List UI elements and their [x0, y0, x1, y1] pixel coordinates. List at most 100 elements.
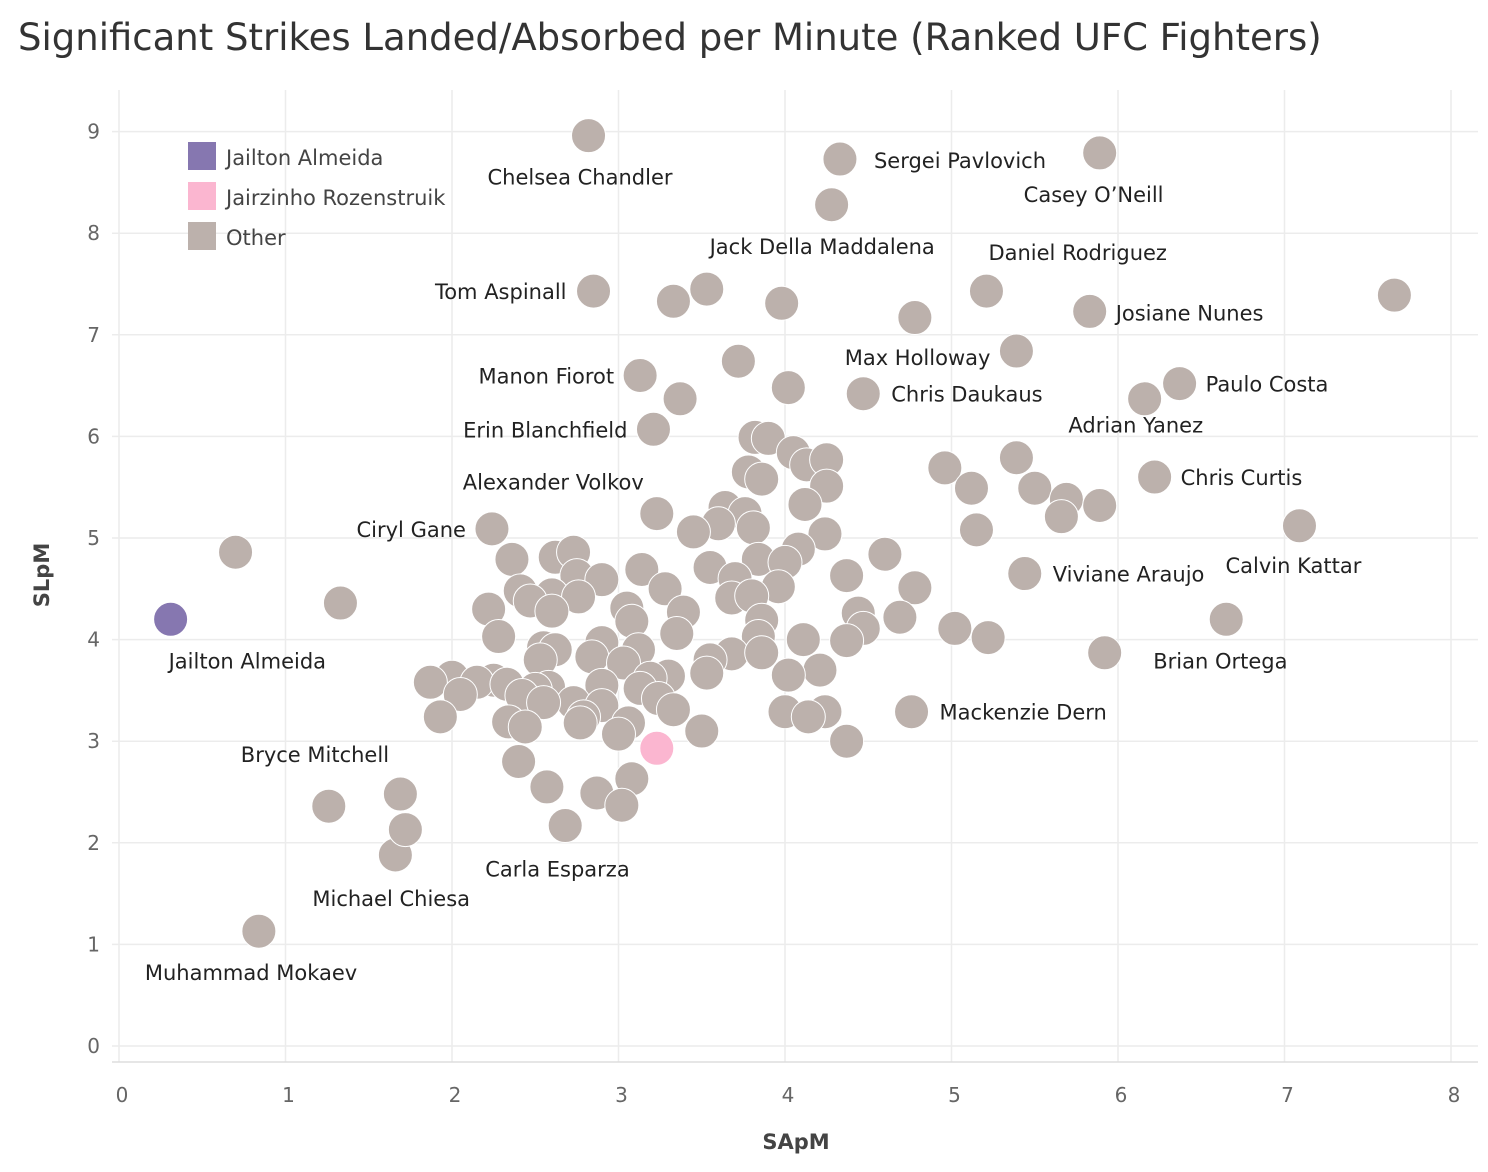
scatter-point-other [494, 541, 530, 577]
y-tick-label: 4 [87, 628, 100, 652]
scatter-point-other [387, 812, 423, 848]
x-tick-label: 7 [1281, 1083, 1294, 1107]
scatter-point-other [1072, 293, 1108, 329]
y-tick-label: 1 [87, 932, 100, 956]
legend-label: Jailton Almeida [224, 146, 383, 170]
scatter-point-other [662, 381, 698, 417]
scatter-point-other [998, 333, 1034, 369]
scatter-point-other [481, 619, 517, 655]
scatter-point-other [867, 536, 903, 572]
scatter-point-other [1017, 470, 1053, 506]
scatter-point-other [659, 616, 695, 652]
point-label: Carla Esparza [485, 858, 629, 882]
scatter-point-other [1281, 508, 1317, 544]
point-label: Brian Ortega [1153, 649, 1287, 673]
scatter-point-other [311, 788, 347, 824]
scatter-point-other [770, 370, 806, 406]
scatter-point-other [635, 411, 671, 447]
scatter-point-other [744, 461, 780, 497]
legend-swatch [188, 182, 216, 210]
x-tick-label: 2 [449, 1083, 462, 1107]
scatter-point-jairzinho-rozenstruik [639, 730, 675, 766]
scatter-point-other [770, 657, 806, 693]
point-label: Sergei Pavlovich [874, 149, 1046, 173]
scatter-point-other [953, 470, 989, 506]
y-axis-title: SLpM [30, 543, 54, 607]
point-label: Mackenzie Dern [940, 701, 1107, 725]
axes: 0 1 2 3 4 5 6 7 8 0 1 2 3 4 5 6 7 8 9 [87, 120, 1478, 1107]
point-label: Adrian Yanez [1068, 414, 1203, 438]
point-label: Viviane Araujo [1053, 563, 1205, 587]
scatter-point-other [937, 610, 973, 646]
scatter-point-other [604, 787, 640, 823]
scatter-point-other [675, 514, 711, 550]
point-label: Jailton Almeida [167, 649, 326, 673]
scatter-point-other [474, 511, 510, 547]
x-tick-label: 5 [948, 1083, 961, 1107]
scatter-point-other [622, 357, 658, 393]
scatter-point-other [970, 620, 1006, 656]
scatter-point-other [507, 709, 543, 745]
scatter-point-other [1162, 366, 1198, 402]
scatter-point-other [1208, 601, 1244, 637]
legend-label: Jairzinho Rozenstruik [224, 186, 446, 210]
scatter-point-other [897, 570, 933, 606]
scatter-point-other [526, 685, 562, 721]
scatter-point-other [1376, 277, 1412, 313]
scatter-point-other [814, 187, 850, 223]
scatter-point-other [764, 285, 800, 321]
scatter-point-other [829, 723, 865, 759]
legend-swatch [188, 142, 216, 170]
legend-swatch [188, 222, 216, 250]
y-tick-label: 6 [87, 424, 100, 448]
scatter-point-other [720, 343, 756, 379]
point-label: Tom Aspinall [434, 280, 567, 304]
scatter-point-other [1137, 459, 1173, 495]
scatter-point-other [968, 273, 1004, 309]
point-label: Calvin Kattar [1225, 554, 1361, 578]
scatter-point-other [744, 635, 780, 671]
y-tick-label: 9 [87, 120, 100, 144]
scatter-point-other [241, 913, 277, 949]
y-tick-label: 3 [87, 729, 100, 753]
scatter-point-other [571, 118, 607, 154]
scatter-point-other [576, 273, 612, 309]
point-label: Casey O’Neill [1024, 183, 1164, 207]
scatter-point-other [822, 141, 858, 177]
point-label: Chris Curtis [1181, 466, 1303, 490]
scatter-point-other [845, 376, 881, 412]
scatter-point-other [322, 585, 358, 621]
point-label: Erin Blanchfield [463, 418, 627, 442]
point-labels: Chelsea Chandler Sergei Pavlovich Casey O’… [145, 149, 1362, 985]
scatter-point-other [927, 450, 963, 486]
x-tick-label: 6 [1115, 1083, 1128, 1107]
scatter-point-other [998, 440, 1034, 476]
scatter-point-other [785, 622, 821, 658]
scatter-point-other [601, 716, 636, 752]
scatter-point-other [382, 776, 418, 812]
scatter-point-other [529, 769, 565, 805]
y-tick-label: 7 [87, 323, 100, 347]
scatter-point-other [882, 599, 918, 635]
scatter-point-other [894, 694, 930, 730]
point-label: Daniel Rodriguez [988, 241, 1167, 265]
x-axis-title: SApM [762, 1130, 829, 1154]
point-label: Max Holloway [845, 346, 991, 370]
point-label: Michael Chiesa [312, 887, 470, 911]
data-points [153, 118, 1412, 949]
scatter-point-other [562, 705, 598, 741]
point-label: Josiane Nunes [1114, 301, 1264, 325]
scatter-point-other [1043, 499, 1079, 535]
scatter-point-other [790, 699, 826, 735]
scatter-point-jailton-almeida [153, 601, 189, 637]
point-label: Muhammad Mokaev [145, 961, 357, 985]
scatter-point-other [684, 713, 720, 749]
point-label: Chelsea Chandler [488, 166, 673, 190]
scatter-point-other [829, 623, 865, 659]
scatter-point-other [412, 664, 448, 700]
scatter-point-other [655, 283, 691, 319]
scatter-point-other [624, 551, 660, 587]
scatter-point-other [787, 486, 823, 522]
scatter-point-other [1082, 135, 1118, 171]
